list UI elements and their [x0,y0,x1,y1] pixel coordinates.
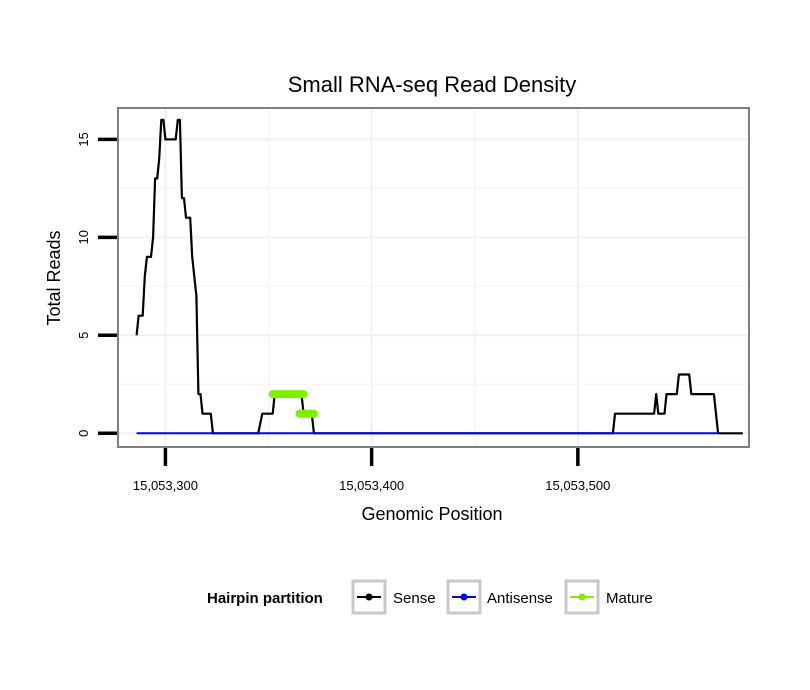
y-axis-ticks: 0 5 10 15 [76,132,117,437]
legend-item-sense: Sense [351,579,436,615]
x-axis-ticks: 15,053,300 15,053,400 15,053,500 [133,448,610,493]
legend-dot-sense [365,593,373,601]
x-tick-label: 15,053,400 [339,478,404,493]
chart-title: Small RNA-seq Read Density [288,72,577,97]
y-tick-label: 10 [76,230,91,244]
series-line-sense [135,118,743,435]
x-tick-label: 15,053,300 [133,478,198,493]
grid-lines [118,108,749,447]
legend-item-antisense: Antisense [446,579,553,615]
x-axis-title: Genomic Position [361,504,502,524]
legend-label-sense: Sense [393,590,436,607]
legend-dot-mature [578,593,586,601]
legend-item-mature: Mature [564,579,653,615]
legend-label-antisense: Antisense [487,590,553,607]
plot-panel-border [117,107,750,448]
series-lines [135,118,743,435]
legend-label-mature: Mature [606,590,653,607]
y-tick-label: 5 [76,332,91,339]
y-tick-label: 15 [76,132,91,146]
x-tick-label: 15,053,500 [545,478,610,493]
legend-dot-antisense [460,593,468,601]
legend-title: Hairpin partition [207,590,323,607]
y-axis-title: Total Reads [44,230,64,325]
legend: Hairpin partition Sense Antisense Mature [207,579,653,615]
y-tick-label: 0 [76,430,91,437]
